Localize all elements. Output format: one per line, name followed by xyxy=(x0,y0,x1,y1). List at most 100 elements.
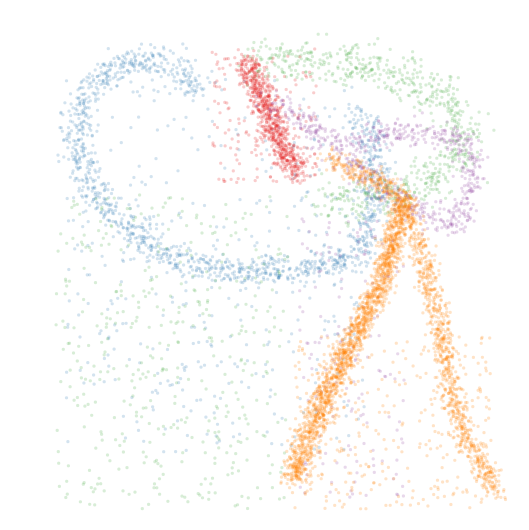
data-point xyxy=(121,226,125,230)
data-point xyxy=(460,149,464,153)
data-point xyxy=(419,64,423,68)
data-point xyxy=(443,129,447,133)
data-point xyxy=(200,274,204,278)
data-point xyxy=(237,269,242,274)
data-point xyxy=(78,165,82,169)
data-point xyxy=(275,141,279,145)
data-point xyxy=(282,496,286,500)
data-point xyxy=(395,92,399,96)
data-point xyxy=(255,94,259,98)
data-point xyxy=(426,237,430,241)
data-point xyxy=(149,248,153,252)
data-point xyxy=(107,219,112,223)
data-point xyxy=(142,54,146,58)
data-point xyxy=(363,206,367,211)
data-point xyxy=(278,49,282,53)
data-point xyxy=(148,70,152,74)
data-point xyxy=(365,200,369,204)
data-point xyxy=(385,146,389,150)
data-point xyxy=(109,64,113,68)
data-point xyxy=(339,143,343,147)
data-point xyxy=(327,152,331,156)
data-point xyxy=(415,71,419,75)
data-point xyxy=(98,377,102,382)
data-point xyxy=(403,130,407,134)
data-point xyxy=(115,329,119,333)
data-point xyxy=(378,143,382,147)
data-point xyxy=(166,379,170,383)
data-point xyxy=(375,56,379,60)
data-point xyxy=(388,47,392,52)
data-point xyxy=(81,142,85,146)
data-point xyxy=(436,143,440,147)
data-point xyxy=(169,246,173,250)
data-point xyxy=(287,146,291,150)
data-point xyxy=(89,114,93,118)
data-point xyxy=(412,159,416,163)
data-point xyxy=(352,302,356,307)
data-point xyxy=(148,223,152,227)
data-point xyxy=(71,169,75,173)
data-point xyxy=(374,132,378,136)
data-point xyxy=(340,286,344,291)
data-point xyxy=(129,80,133,84)
data-point xyxy=(219,360,223,364)
data-point xyxy=(304,41,308,45)
data-point xyxy=(343,114,347,118)
data-point xyxy=(82,425,86,429)
data-point xyxy=(187,84,192,88)
data-point xyxy=(127,62,131,66)
data-point xyxy=(213,491,217,495)
data-point xyxy=(235,158,239,162)
data-point xyxy=(447,85,451,89)
data-point xyxy=(132,65,137,69)
data-point xyxy=(353,43,357,47)
data-point xyxy=(322,328,327,332)
data-point xyxy=(250,373,254,377)
data-point xyxy=(327,269,331,273)
data-point xyxy=(143,58,148,63)
data-point xyxy=(147,421,151,426)
data-point xyxy=(121,259,126,263)
data-point xyxy=(129,58,133,62)
data-point xyxy=(145,69,149,73)
data-point xyxy=(206,298,210,303)
data-point xyxy=(304,280,308,284)
data-point xyxy=(351,212,355,216)
data-point xyxy=(171,51,175,55)
data-point xyxy=(260,261,264,266)
data-point xyxy=(215,435,219,439)
data-point xyxy=(464,171,468,175)
data-point xyxy=(82,119,86,123)
data-point xyxy=(408,201,412,205)
data-point xyxy=(359,261,363,265)
data-point xyxy=(148,227,152,231)
data-point xyxy=(274,101,278,105)
data-point xyxy=(188,74,192,78)
data-point xyxy=(450,189,454,193)
data-point xyxy=(463,148,467,152)
data-point xyxy=(461,143,465,147)
data-point xyxy=(137,305,141,310)
data-point xyxy=(154,157,158,161)
data-point xyxy=(322,260,326,264)
data-point xyxy=(314,84,318,88)
data-point xyxy=(365,235,369,239)
data-point xyxy=(83,106,87,110)
data-point xyxy=(361,221,365,225)
data-point xyxy=(168,256,172,260)
data-point xyxy=(447,169,451,173)
data-point xyxy=(380,133,384,137)
data-point xyxy=(263,271,267,275)
data-point xyxy=(297,54,301,59)
data-point xyxy=(330,134,334,138)
data-point xyxy=(150,245,155,249)
data-point xyxy=(132,175,136,180)
data-point xyxy=(368,230,373,234)
data-point xyxy=(356,118,360,122)
data-point xyxy=(183,74,187,78)
data-point xyxy=(286,255,290,259)
data-point xyxy=(305,341,309,345)
data-point xyxy=(92,77,96,82)
data-point xyxy=(83,404,87,408)
